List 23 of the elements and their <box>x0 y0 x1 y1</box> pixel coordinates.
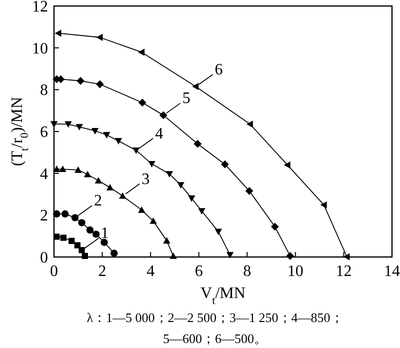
annotation: 3 <box>142 170 150 188</box>
y-tick-label: 8 <box>40 82 48 100</box>
x-tick-label: 2 <box>98 263 106 280</box>
annotation: 2 <box>94 192 102 210</box>
annotation: 6 <box>214 62 223 79</box>
x-tick-label: 8 <box>243 263 252 280</box>
text: λ：1—5 000；2—2 500；3—1 250；4—850； <box>86 310 344 325</box>
y-tick-label: 0 <box>40 250 48 266</box>
y-tick-label: 4 <box>40 166 48 183</box>
x-tick-label: 10 <box>287 263 304 280</box>
x-tick-label: 4 <box>146 263 155 280</box>
text: 5—600；6—500。 <box>163 331 267 346</box>
y-tick-label: 12 <box>32 0 48 16</box>
x-tick-label: 14 <box>384 263 400 280</box>
x-axis-title: V$_{t}$/MN <box>200 285 246 307</box>
x-tick-label: 6 <box>194 263 203 280</box>
y-tick-label: 6 <box>40 124 48 141</box>
y-tick-label: 2 <box>40 208 48 225</box>
y-tick-label: 10 <box>32 40 48 58</box>
annotation: 4 <box>155 125 164 142</box>
annotation: 5 <box>182 90 190 108</box>
annotation: 1 <box>100 225 109 242</box>
x-tick-label: 12 <box>336 263 352 280</box>
